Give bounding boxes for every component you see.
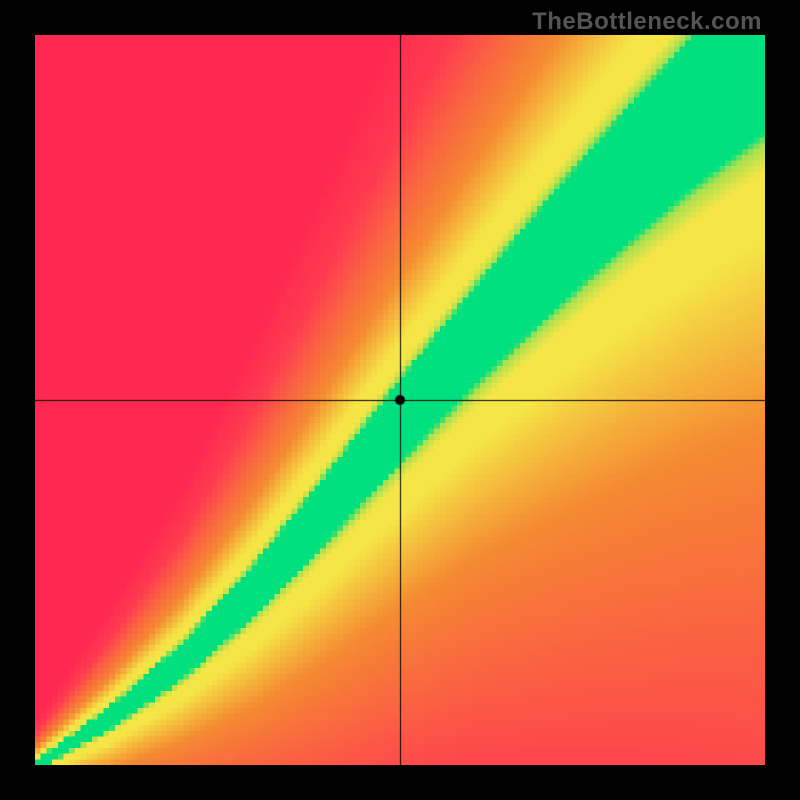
- chart-container: TheBottleneck.com: [0, 0, 800, 800]
- bottleneck-heatmap: [35, 35, 765, 765]
- watermark-text: TheBottleneck.com: [532, 8, 762, 36]
